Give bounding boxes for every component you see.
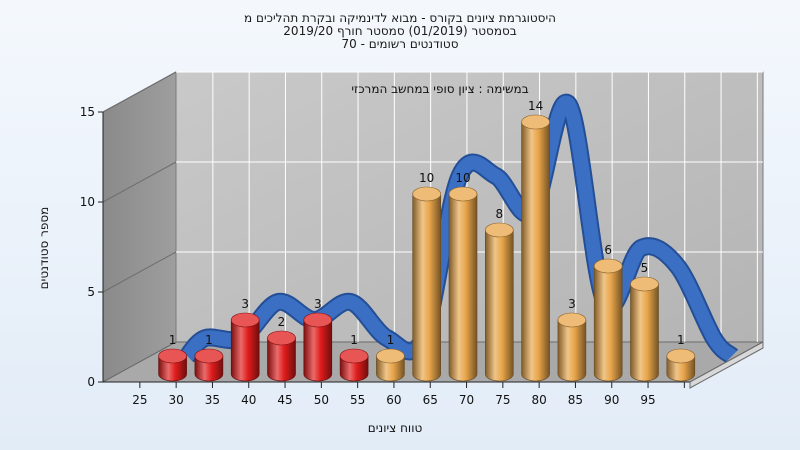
- bar-75: [521, 114, 550, 382]
- bar-35: [230, 312, 260, 382]
- gridline-side: [102, 71, 177, 113]
- bar-top: [666, 348, 696, 364]
- y-tick-label: 10: [80, 195, 95, 209]
- bar-top: [448, 186, 478, 202]
- bar-95: [666, 348, 696, 382]
- bar-body: [448, 193, 478, 382]
- data-label: 1: [350, 333, 358, 347]
- bar-body: [521, 121, 550, 382]
- bar-top: [376, 348, 405, 364]
- bar-65: [448, 186, 478, 382]
- bar-30: [194, 348, 224, 382]
- bar-body: [230, 319, 260, 382]
- data-label: 1: [205, 333, 213, 347]
- x-tick-label: 60: [386, 393, 401, 407]
- x-tick-label: 85: [568, 393, 583, 407]
- x-tick-label: 30: [169, 393, 184, 407]
- bar-25: [158, 348, 187, 382]
- x-tick-label: 90: [604, 393, 619, 407]
- data-label: 10: [455, 171, 470, 185]
- bar-top: [194, 348, 224, 364]
- bar-body: [267, 337, 296, 382]
- floor-edge: [689, 341, 764, 389]
- data-label: 6: [604, 243, 612, 257]
- bar-top: [303, 312, 333, 328]
- bar-body: [557, 319, 587, 382]
- x-tick-label: 95: [640, 393, 655, 407]
- data-label: 3: [241, 297, 249, 311]
- x-tick-label: 50: [314, 393, 329, 407]
- data-label: 5: [641, 261, 649, 275]
- distribution-curve: [181, 95, 737, 362]
- x-tick-label: 35: [205, 393, 220, 407]
- data-label: 1: [169, 333, 177, 347]
- bar-80: [557, 312, 587, 382]
- data-label: 3: [568, 297, 576, 311]
- y-tick-label: 15: [80, 105, 95, 119]
- x-tick-label: 25: [132, 393, 147, 407]
- bar-55: [376, 348, 405, 382]
- bar-top: [630, 276, 659, 292]
- x-axis-title: טווח ציונים: [368, 421, 423, 435]
- bar-top: [230, 312, 260, 328]
- bar-body: [485, 229, 514, 382]
- chart-subtitle: במשימה : ציון סופי במחשב המרכזי: [351, 82, 528, 96]
- bar-top: [593, 258, 623, 274]
- data-label: 14: [528, 99, 543, 113]
- x-tick-label: 55: [350, 393, 365, 407]
- y-axis-title: מספר סטודנטים: [37, 207, 51, 290]
- bar-top: [412, 186, 442, 202]
- bar-top: [557, 312, 587, 328]
- y-tick-label: 0: [87, 375, 95, 389]
- bar-50: [339, 348, 369, 382]
- bar-top: [158, 348, 187, 364]
- bar-40: [267, 330, 296, 382]
- x-tick-label: 75: [495, 393, 510, 407]
- data-label: 10: [419, 171, 434, 185]
- data-label: 1: [387, 333, 395, 347]
- bar-90: [630, 276, 659, 382]
- x-tick-label: 40: [241, 393, 256, 407]
- bar-top: [267, 330, 296, 346]
- bar-body: [593, 265, 623, 382]
- bar-body: [303, 319, 333, 382]
- gridline-side: [102, 161, 177, 203]
- data-label: 8: [495, 207, 503, 221]
- gridline-side: [102, 251, 177, 293]
- side-wall: [102, 71, 177, 383]
- bar-60: [412, 186, 442, 382]
- y-tick-label: 5: [87, 285, 95, 299]
- bar-85: [593, 258, 623, 382]
- bar-body: [412, 193, 441, 382]
- chart-title-line-1: היסטוגרמת ציונים בקורס - מבוא לדינמיקה ו…: [244, 11, 556, 25]
- data-label: 3: [314, 297, 322, 311]
- bar-top: [521, 114, 550, 130]
- x-tick-label: 65: [423, 393, 438, 407]
- data-label: 2: [278, 315, 286, 329]
- bar-70: [484, 222, 514, 382]
- bar-45: [303, 312, 333, 382]
- bar-top: [339, 348, 369, 364]
- bar-top: [484, 222, 514, 238]
- chart-title-line-3: סטודנטים רשומים - 70: [341, 37, 459, 51]
- chart-title-line-2: בסמסטר (01/2019) סמסטר חורף 2019/20: [283, 24, 517, 38]
- x-tick-label: 70: [459, 393, 474, 407]
- data-label: 1: [677, 333, 685, 347]
- bar-body: [630, 283, 659, 382]
- x-tick-label: 45: [277, 393, 292, 407]
- x-tick-label: 80: [532, 393, 547, 407]
